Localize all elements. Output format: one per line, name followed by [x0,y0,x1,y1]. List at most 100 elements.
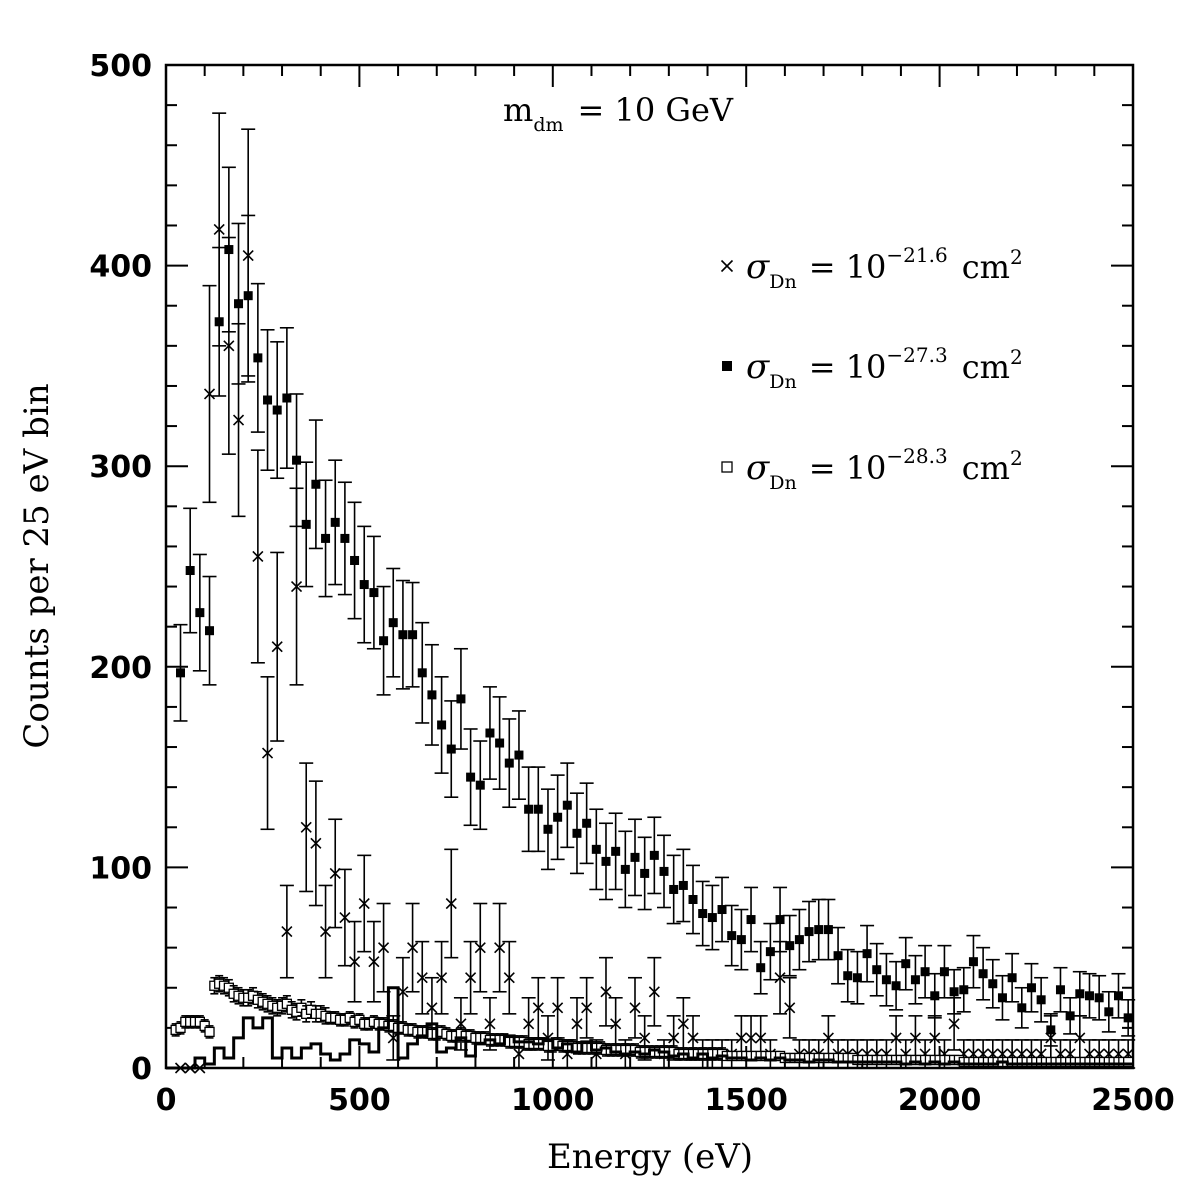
square-marker [978,969,988,979]
data-point [194,1062,206,1074]
data-point [608,996,623,1051]
cross-marker-stroke [281,926,293,938]
cross-marker-stroke [310,837,322,849]
data-point [366,920,381,1003]
cross-marker-stroke [720,259,734,273]
open-square-marker [1123,1056,1134,1068]
square-marker [688,894,698,904]
cross-marker-stroke [348,956,361,968]
x-tick-label: 1500 [704,1083,788,1118]
y-tick-label: 400 [89,250,152,285]
data-point [966,934,981,989]
cross-marker-stroke [629,1002,641,1014]
data-point [869,942,884,997]
square-marker [843,971,853,981]
square-marker [456,694,466,704]
square-marker [495,738,505,748]
cross-marker-stroke [745,1032,757,1044]
square-marker [1007,973,1017,983]
data-point [937,944,952,999]
square-marker [282,393,292,403]
square-marker [852,973,862,983]
cross-marker-stroke [252,550,264,563]
data-point [1072,970,1087,1017]
data-point [511,710,526,800]
x-tick-label: 2500 [1091,1083,1175,1118]
data-point [579,976,594,1039]
square-marker [722,361,732,371]
legend-symbol: σ [746,247,770,287]
data-point [250,282,265,433]
x-tick-label: 2000 [898,1083,982,1118]
legend-symbol: σ [746,448,770,488]
square-marker [611,846,621,856]
legend-subscript: Dn [769,271,796,293]
square-marker [485,728,495,738]
data-point [221,166,236,333]
data-point [434,940,449,1015]
svg-text:mdm= 10 GeV: mdm = 10 GeV [503,91,734,136]
data-point [260,676,275,831]
data-point [908,954,923,1005]
data-point [976,946,991,1001]
step-histogram-line [166,986,1133,1070]
data-point [1005,952,1020,1003]
square-marker [195,608,205,618]
data-point [424,643,439,746]
cross-marker-stroke [358,897,370,910]
data-point [1121,998,1136,1037]
data-point [627,818,642,897]
data-point [1082,972,1097,1019]
square-marker [533,804,543,814]
mass-subscript: dm [533,114,563,136]
data-point [260,328,275,472]
square-marker [910,975,920,985]
data-point [405,902,420,993]
data-point [357,854,372,953]
data-point [1053,966,1068,1013]
data-point [299,762,314,893]
x-tick-label: 1000 [511,1083,595,1118]
square-marker [775,915,785,925]
square-marker [408,630,418,640]
series-4 [166,986,1133,1070]
data-point [173,623,188,722]
cross-marker-stroke [494,942,506,954]
data-point [1014,986,1029,1029]
data-point [308,780,323,907]
data-point [540,788,555,871]
data-point [560,762,575,849]
data-point [831,926,846,985]
square-marker [1036,995,1046,1005]
square-marker [765,947,775,957]
data-point [550,774,565,861]
data-point [821,898,836,961]
square-marker [707,913,717,923]
data-point [376,902,391,993]
square-marker [959,985,969,995]
data-point [579,782,594,865]
legend-unit-exponent: 2 [1010,345,1023,369]
legend-subscript: Dn [769,472,796,494]
square-marker [591,844,601,854]
square-marker [1094,993,1104,1003]
data-point [686,864,701,935]
square-marker [1065,1011,1075,1021]
square-marker [630,852,640,862]
mass-value: = 10 GeV [578,91,734,129]
cross-marker-stroke [677,1018,689,1030]
data-point [695,880,710,947]
data-point [241,214,256,377]
cross-marker-stroke [445,897,457,910]
data-point [328,818,343,929]
cross-marker-stroke [735,1032,747,1044]
data-point [995,974,1010,1021]
data-point [328,459,343,586]
data-point [956,966,971,1013]
square-marker [176,668,186,678]
data-point [376,585,391,696]
cross-marker-stroke [290,580,303,593]
square-marker [891,981,901,991]
square-marker [620,864,630,874]
